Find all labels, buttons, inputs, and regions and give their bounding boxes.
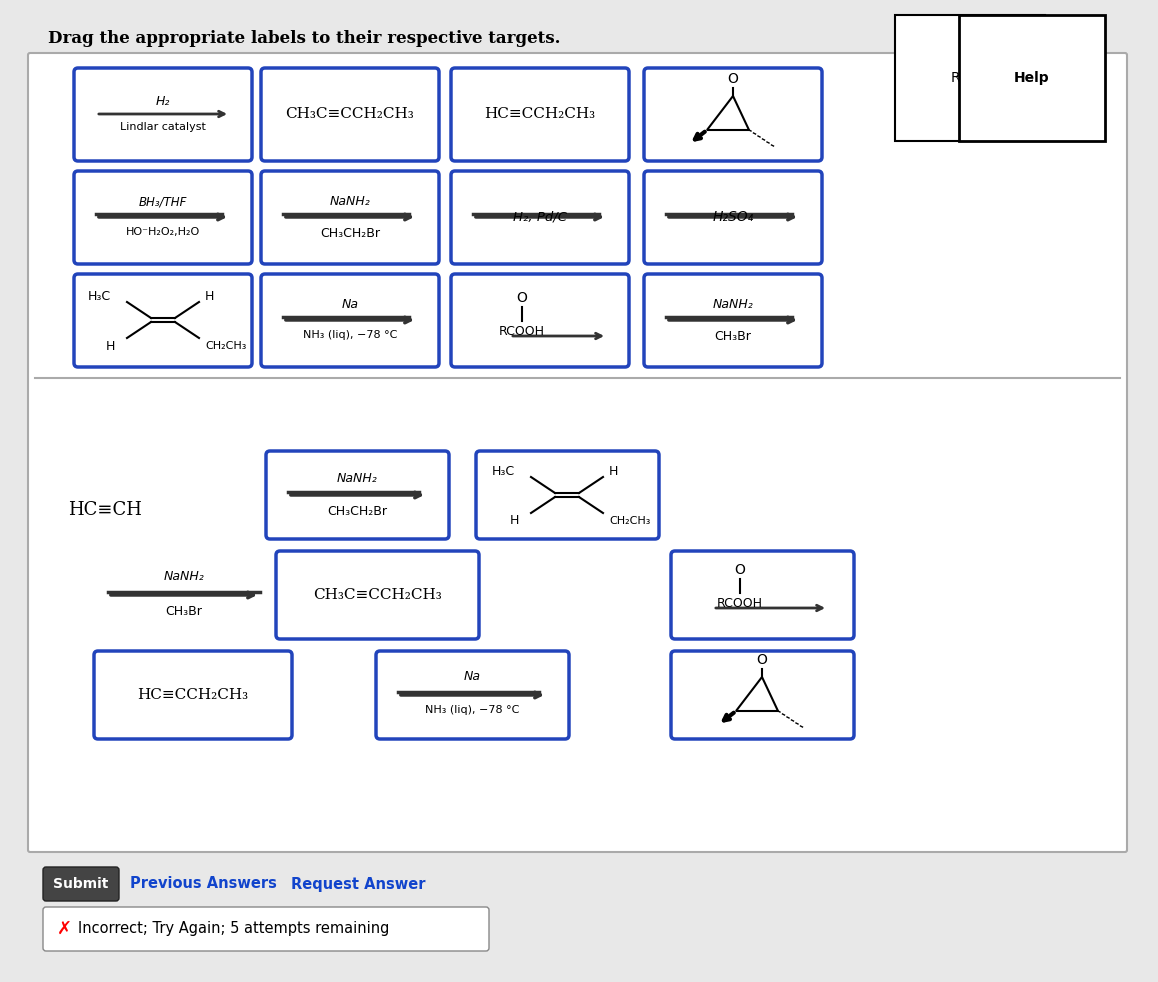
Text: H: H: [510, 515, 519, 527]
FancyBboxPatch shape: [74, 68, 252, 161]
Text: H₂SO₄: H₂SO₄: [712, 210, 754, 224]
FancyBboxPatch shape: [644, 274, 822, 367]
Text: NH₃ (liq), −78 °C: NH₃ (liq), −78 °C: [302, 330, 397, 340]
FancyBboxPatch shape: [261, 274, 439, 367]
FancyBboxPatch shape: [43, 907, 489, 951]
Text: RCOOH: RCOOH: [499, 325, 545, 338]
Text: O: O: [734, 563, 746, 577]
Text: HC≡CH: HC≡CH: [68, 501, 142, 519]
Text: NaNH₂: NaNH₂: [330, 195, 371, 208]
Text: Reset: Reset: [951, 71, 989, 85]
Text: H₃C: H₃C: [88, 290, 111, 302]
Text: RCOOH: RCOOH: [717, 597, 763, 610]
FancyBboxPatch shape: [644, 68, 822, 161]
Text: NaNH₂: NaNH₂: [712, 298, 754, 311]
FancyBboxPatch shape: [670, 551, 853, 639]
FancyBboxPatch shape: [28, 53, 1127, 852]
Text: Previous Answers: Previous Answers: [130, 877, 277, 892]
FancyBboxPatch shape: [261, 171, 439, 264]
FancyBboxPatch shape: [94, 651, 292, 739]
FancyBboxPatch shape: [43, 867, 119, 901]
Text: CH₃Br: CH₃Br: [166, 605, 203, 618]
Text: BH₃/THF: BH₃/THF: [139, 195, 188, 208]
Text: Na: Na: [342, 298, 359, 311]
Text: HO⁻H₂O₂,H₂O: HO⁻H₂O₂,H₂O: [126, 227, 200, 237]
FancyBboxPatch shape: [376, 651, 569, 739]
Text: NaNH₂: NaNH₂: [337, 472, 378, 485]
Text: Incorrect; Try Again; 5 attempts remaining: Incorrect; Try Again; 5 attempts remaini…: [78, 921, 389, 937]
Text: Drag the appropriate labels to their respective targets.: Drag the appropriate labels to their res…: [47, 30, 560, 47]
Text: NaNH₂: NaNH₂: [163, 570, 204, 583]
Text: HC≡CCH₂CH₃: HC≡CCH₂CH₃: [138, 688, 249, 702]
Text: HC≡CCH₂CH₃: HC≡CCH₂CH₃: [484, 107, 595, 121]
FancyBboxPatch shape: [261, 68, 439, 161]
Text: Lindlar catalyst: Lindlar catalyst: [120, 122, 206, 132]
Text: H₂, Pd/C: H₂, Pd/C: [513, 210, 567, 224]
Text: Help: Help: [1014, 71, 1050, 85]
Text: CH₃C≡CCH₂CH₃: CH₃C≡CCH₂CH₃: [313, 588, 441, 602]
Text: H: H: [609, 464, 618, 477]
Text: H₂: H₂: [156, 95, 170, 108]
Text: O: O: [516, 291, 527, 305]
FancyBboxPatch shape: [670, 651, 853, 739]
FancyBboxPatch shape: [450, 68, 629, 161]
FancyBboxPatch shape: [276, 551, 479, 639]
FancyBboxPatch shape: [450, 274, 629, 367]
Text: CH₃Br: CH₃Br: [714, 330, 752, 343]
FancyBboxPatch shape: [450, 171, 629, 264]
FancyBboxPatch shape: [266, 451, 449, 539]
FancyBboxPatch shape: [644, 171, 822, 264]
Text: CH₃C≡CCH₂CH₃: CH₃C≡CCH₂CH₃: [286, 107, 415, 121]
Text: H: H: [105, 340, 115, 353]
Text: Submit: Submit: [53, 877, 109, 891]
Text: H: H: [205, 290, 214, 302]
Text: CH₂CH₃: CH₂CH₃: [205, 341, 247, 351]
Text: Request Answer: Request Answer: [291, 877, 425, 892]
Text: Na: Na: [463, 670, 481, 683]
Text: ✗: ✗: [57, 920, 72, 938]
Text: CH₂CH₃: CH₂CH₃: [609, 516, 651, 526]
Text: CH₃CH₂Br: CH₃CH₂Br: [320, 227, 380, 240]
FancyBboxPatch shape: [476, 451, 659, 539]
Text: H₃C: H₃C: [492, 464, 515, 477]
Text: O: O: [756, 653, 768, 667]
FancyBboxPatch shape: [74, 171, 252, 264]
Text: CH₃CH₂Br: CH₃CH₂Br: [327, 505, 387, 518]
Text: O: O: [727, 72, 739, 86]
FancyBboxPatch shape: [74, 274, 252, 367]
Text: NH₃ (liq), −78 °C: NH₃ (liq), −78 °C: [425, 705, 519, 715]
